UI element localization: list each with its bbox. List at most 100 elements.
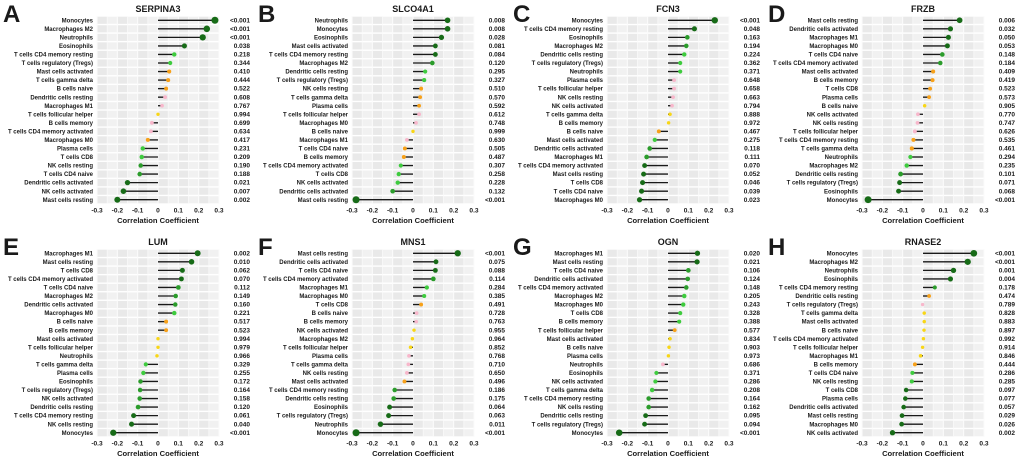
- lollipop-chart-g: G OGN Macrophages M1 0.020 Mast cells restin…: [513, 234, 761, 458]
- lollipop-dot: [950, 267, 957, 274]
- x-tick-label: 0.2: [194, 208, 203, 215]
- x-tick-label: 0.1: [684, 208, 693, 215]
- x-tick-label: 0.3: [724, 441, 733, 448]
- lollipop-dot: [164, 86, 169, 91]
- column-stripe: [443, 16, 454, 204]
- x-tick-label: -0.1: [642, 208, 654, 215]
- row-pvalue: 0.789: [999, 302, 1016, 309]
- row-label: T cells gamma delta: [546, 112, 604, 118]
- row-pvalue: 0.023: [744, 197, 761, 204]
- row-label: T cells CD8: [571, 311, 604, 317]
- row-pvalue: 0.194: [744, 43, 761, 50]
- row-pvalue: <0.001: [485, 197, 505, 204]
- lollipop-dot: [889, 430, 896, 436]
- row-pvalue: 0.286: [744, 379, 761, 386]
- x-tick-label: 0: [156, 208, 160, 215]
- row-label: Monocytes: [317, 27, 349, 33]
- row-pvalue: 0.523: [234, 327, 251, 334]
- row-pvalue: 0.070: [744, 163, 761, 170]
- lollipop-dot: [352, 196, 360, 204]
- lollipop-dot: [643, 413, 649, 419]
- row-label: Mast cells resting: [43, 198, 94, 204]
- row-label: Neutrophils: [570, 362, 604, 368]
- lollipop-dot: [639, 188, 645, 194]
- row-label: Macrophages M0: [44, 311, 93, 317]
- lollipop-dot: [922, 328, 926, 332]
- row-label: Mast cells activated: [292, 380, 349, 386]
- row-label: T cells gamma delta: [801, 311, 859, 317]
- row-pvalue: 0.221: [234, 310, 251, 317]
- row-label: Eosinophils: [569, 35, 604, 41]
- x-tick-label: 0.2: [959, 208, 968, 215]
- row-label: Macrophages M0: [554, 303, 603, 309]
- row-pvalue: 0.768: [489, 353, 506, 360]
- row-label: T cells CD4 naive: [44, 172, 94, 178]
- row-label: Macrophages M1: [554, 251, 603, 257]
- row-pvalue: 0.972: [744, 120, 761, 127]
- row-pvalue: 0.010: [234, 259, 251, 266]
- row-label: Macrophages M0: [44, 138, 93, 144]
- lollipop-dot: [432, 43, 438, 49]
- row-label: NK cells activated: [552, 380, 604, 386]
- x-tick-label: 0.3: [724, 208, 733, 215]
- row-pvalue: 0.038: [234, 43, 251, 50]
- row-pvalue: 0.048: [744, 26, 761, 33]
- column-stripe: [463, 16, 474, 204]
- row-pvalue: 0.064: [489, 404, 506, 411]
- row-pvalue: <0.001: [740, 430, 760, 437]
- row-label: T cells follicular helper: [793, 129, 859, 135]
- row-pvalue: 0.592: [489, 103, 506, 110]
- row-pvalue: 0.409: [999, 69, 1016, 76]
- panel-g: G OGN Macrophages M1 0.020 Mast cells restin…: [510, 233, 765, 467]
- row-label: NK cells resting: [558, 405, 604, 411]
- row-pvalue: 0.979: [234, 344, 251, 351]
- row-label: Dendritic cells resting: [540, 414, 603, 420]
- row-pvalue: 0.190: [234, 163, 251, 170]
- row-label: NK cells activated: [552, 104, 604, 110]
- column-stripe: [953, 16, 964, 204]
- row-pvalue: 0.081: [489, 43, 506, 50]
- row-label: B cells memory: [559, 320, 604, 326]
- row-label: B cells naive: [57, 87, 94, 93]
- lollipop-chart-d: D FRZB Mast cells resting 0.006 Dendritic ce…: [768, 1, 1016, 225]
- row-label: T cells CD4 memory activated: [263, 277, 348, 283]
- row-label: Macrophages M1: [44, 104, 93, 110]
- row-label: T cells CD8: [826, 87, 859, 93]
- panel-letter: G: [513, 234, 532, 261]
- panel-title: FCN3: [656, 4, 680, 14]
- row-label: T cells CD4 memory activated: [518, 164, 603, 170]
- row-pvalue: 0.097: [999, 387, 1016, 394]
- row-pvalue: <0.001: [230, 26, 250, 33]
- lollipop-dot: [422, 78, 427, 83]
- row-pvalue: 0.258: [489, 171, 506, 178]
- row-label: Macrophages M1: [554, 155, 603, 161]
- x-tick-label: -0.2: [367, 441, 379, 448]
- row-label: Macrophages M2: [554, 44, 603, 50]
- row-pvalue: 0.307: [489, 163, 506, 170]
- row-label: B cells naive: [822, 104, 859, 110]
- column-stripe: [402, 249, 413, 437]
- lollipop-dot: [135, 404, 141, 410]
- lollipop-dot: [166, 78, 171, 83]
- lollipop-dot: [654, 370, 659, 375]
- lollipop-dot: [139, 154, 144, 160]
- row-label: Macrophages M0: [554, 198, 603, 204]
- row-label: Mast cells resting: [808, 414, 859, 420]
- row-label: T cells follicular helper: [538, 87, 604, 93]
- panel-title: RNASE2: [905, 237, 942, 247]
- row-pvalue: 0.573: [999, 94, 1016, 101]
- x-axis-title: Correlation Coefficient: [372, 449, 454, 458]
- lollipop-dot: [909, 379, 914, 384]
- column-stripe: [402, 16, 413, 204]
- lollipop-dot: [920, 345, 925, 349]
- row-pvalue: 0.053: [999, 43, 1016, 50]
- row-pvalue: 0.132: [489, 188, 506, 195]
- lollipop-dot: [947, 26, 954, 32]
- lollipop-chart-c: C FCN3 Monocytes <0.001 T cells CD4 memory r…: [513, 1, 761, 225]
- row-label: T cells regulatory (Tregs): [787, 181, 858, 187]
- column-stripe: [147, 16, 158, 204]
- row-pvalue: 0.914: [999, 344, 1016, 351]
- row-label: Macrophages M2: [554, 294, 603, 300]
- row-label: Macrophages M0: [809, 422, 858, 428]
- row-pvalue: 0.084: [489, 52, 506, 59]
